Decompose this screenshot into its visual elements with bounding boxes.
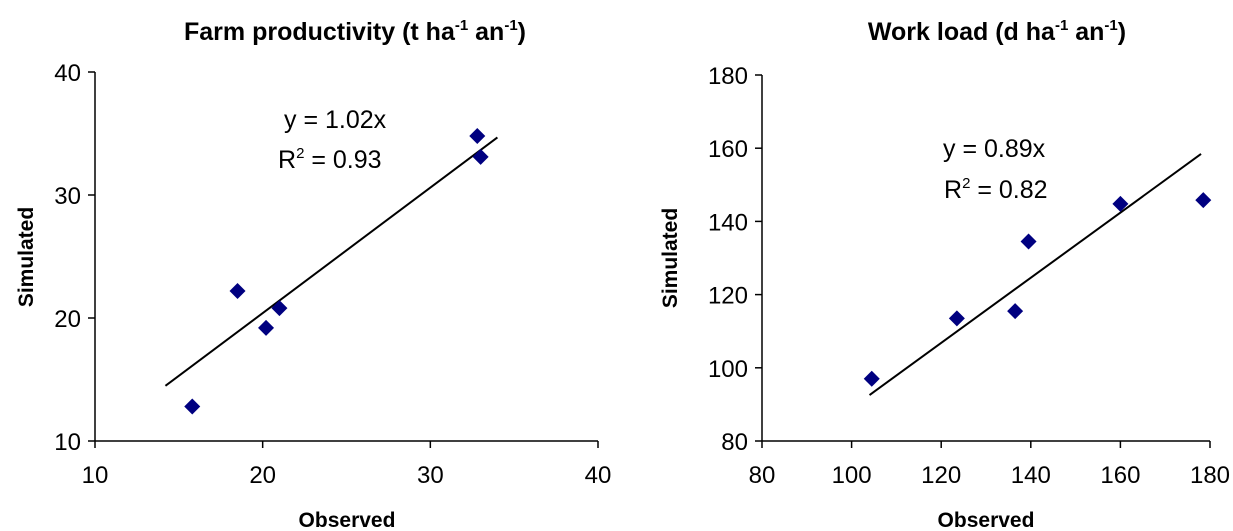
x-tick-label: 160 bbox=[1100, 462, 1140, 489]
y-tick-label: 80 bbox=[721, 429, 748, 456]
x-tick-label: 30 bbox=[417, 462, 444, 489]
y-tick-label: 40 bbox=[54, 60, 81, 87]
y-tick-label: 20 bbox=[54, 306, 81, 333]
r-squared: R2 = 0.82 bbox=[944, 175, 1048, 204]
data-points bbox=[863, 192, 1212, 387]
trend-equation: y = 1.02x bbox=[284, 106, 387, 134]
data-point bbox=[472, 148, 489, 165]
x-tick-labels: 10 20 30 40 bbox=[82, 462, 612, 489]
axes bbox=[755, 74, 1211, 448]
x-tick-label: 80 bbox=[749, 462, 776, 489]
y-axis-label: Simulated bbox=[15, 207, 38, 307]
x-tick-label: 100 bbox=[832, 462, 872, 489]
x-axis-label: Observed bbox=[299, 509, 396, 531]
data-point bbox=[1020, 233, 1037, 250]
data-point bbox=[271, 300, 288, 317]
x-tick-label: 180 bbox=[1190, 462, 1230, 489]
data-point bbox=[863, 370, 880, 387]
y-tick-label: 100 bbox=[708, 356, 748, 383]
data-point bbox=[1007, 303, 1024, 320]
y-tick-label: 180 bbox=[708, 63, 748, 90]
x-tick-label: 40 bbox=[585, 462, 612, 489]
chart-farm-productivity: Farm productivity (t ha-1 an-1) 10 20 30 40… bbox=[15, 17, 611, 531]
axes bbox=[88, 71, 599, 448]
data-point bbox=[469, 127, 486, 144]
chart-title: Work load (d ha-1 an-1) bbox=[868, 17, 1126, 46]
trendline bbox=[164, 136, 498, 387]
y-tick-label: 140 bbox=[708, 209, 748, 236]
data-point bbox=[258, 319, 275, 336]
data-point bbox=[184, 398, 201, 415]
x-tick-label: 140 bbox=[1011, 462, 1051, 489]
y-tick-label: 120 bbox=[708, 283, 748, 310]
chart-title: Farm productivity (t ha-1 an-1) bbox=[184, 17, 526, 46]
y-tick-labels: 10 20 30 40 bbox=[54, 60, 81, 456]
trend-equation: y = 0.89x bbox=[943, 135, 1046, 163]
x-tick-label: 120 bbox=[921, 462, 961, 489]
data-point bbox=[948, 310, 965, 327]
y-tick-label: 30 bbox=[54, 183, 81, 210]
data-point bbox=[1112, 195, 1129, 212]
data-point bbox=[229, 282, 246, 299]
data-point bbox=[1195, 192, 1212, 209]
x-tick-label: 10 bbox=[82, 462, 109, 489]
y-tick-label: 160 bbox=[708, 136, 748, 163]
r-squared: R2 = 0.93 bbox=[278, 145, 382, 174]
x-tick-labels: 80 100 120 140 160 180 bbox=[749, 462, 1230, 489]
x-axis-label: Observed bbox=[938, 509, 1035, 531]
data-points bbox=[184, 127, 489, 415]
y-tick-label: 10 bbox=[54, 429, 81, 456]
x-tick-label: 20 bbox=[249, 462, 276, 489]
y-tick-labels: 80 100 120 140 160 180 bbox=[708, 63, 748, 456]
y-axis-label: Simulated bbox=[659, 208, 682, 308]
chart-work-load: Work load (d ha-1 an-1) 80 100 120 140 160 18… bbox=[659, 17, 1230, 531]
trendline bbox=[868, 153, 1202, 396]
